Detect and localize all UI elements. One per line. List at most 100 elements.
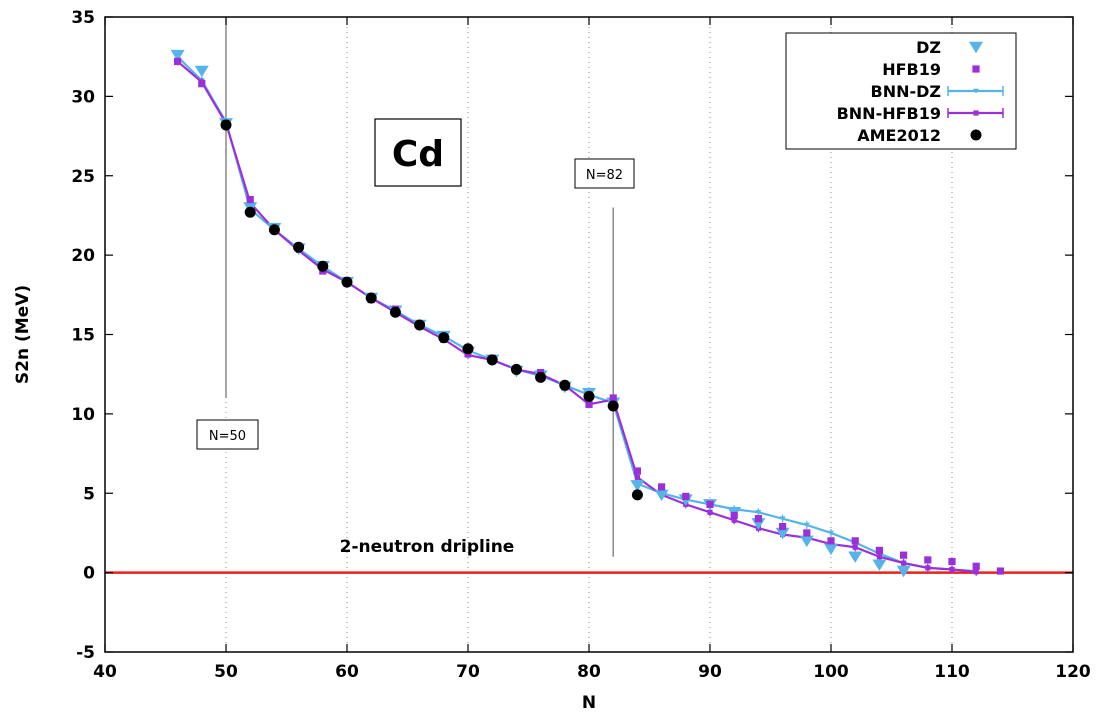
data-point xyxy=(803,522,810,528)
data-point xyxy=(654,489,669,502)
data-point xyxy=(803,529,811,537)
n82-label: N=82 xyxy=(586,168,623,183)
data-point xyxy=(682,492,690,501)
y-tick-label: 30 xyxy=(71,87,95,107)
data-point xyxy=(633,467,641,475)
legend-marker xyxy=(973,88,979,94)
data-point xyxy=(775,527,790,540)
x-tick-label: 120 xyxy=(1055,662,1091,682)
series-ame2012 xyxy=(220,119,643,501)
data-point xyxy=(875,546,883,554)
legend-label: AME2012 xyxy=(857,126,941,145)
data-point xyxy=(268,224,280,236)
data-point xyxy=(972,562,980,570)
n50-label: N=50 xyxy=(209,429,246,444)
data-point xyxy=(848,551,863,564)
data-point xyxy=(631,489,643,501)
data-point xyxy=(658,483,666,491)
data-point xyxy=(824,543,838,556)
data-point xyxy=(170,49,185,62)
y-tick-label: 5 xyxy=(83,484,95,504)
data-point xyxy=(973,569,979,575)
x-tick-label: 110 xyxy=(934,662,970,682)
legend-label: BNN-DZ xyxy=(871,82,942,101)
series-layer xyxy=(170,49,1004,578)
data-point xyxy=(535,371,547,383)
y-tick-label: 25 xyxy=(71,167,95,187)
data-point xyxy=(948,557,956,566)
data-point xyxy=(779,522,787,531)
data-point xyxy=(198,80,206,88)
data-point xyxy=(876,554,882,560)
data-point xyxy=(174,57,182,66)
data-point xyxy=(246,195,254,204)
legend-marker xyxy=(970,129,982,141)
y-axis-ticks: -5 0 5 10 15 20 25 30 35 xyxy=(71,8,1073,663)
data-point xyxy=(194,65,209,78)
data-point xyxy=(607,400,619,412)
legend-marker xyxy=(969,41,983,54)
reference-lines xyxy=(105,17,1073,574)
y-tick-label: -5 xyxy=(76,643,95,663)
x-tick-label: 60 xyxy=(335,662,359,682)
n82-label-box: N=82 xyxy=(574,158,635,189)
legend-marker xyxy=(972,65,980,73)
data-point xyxy=(365,292,377,304)
legend-label: BNN-HFB19 xyxy=(837,104,941,123)
data-point xyxy=(872,559,887,571)
data-point xyxy=(755,510,762,515)
data-point xyxy=(799,535,814,548)
data-point xyxy=(609,394,617,402)
data-point xyxy=(731,517,737,523)
y-axis-label: S2n (MeV) xyxy=(13,285,33,384)
data-point xyxy=(559,379,571,391)
data-point xyxy=(730,511,738,520)
data-point xyxy=(900,551,908,559)
data-point xyxy=(827,537,835,545)
data-point xyxy=(341,276,353,288)
data-point xyxy=(220,119,232,131)
data-point xyxy=(851,537,859,545)
data-point xyxy=(896,565,911,578)
data-point xyxy=(462,343,474,355)
data-point xyxy=(244,206,256,218)
data-point xyxy=(949,566,955,573)
data-point xyxy=(630,480,645,492)
x-tick-label: 70 xyxy=(456,662,480,682)
data-point xyxy=(486,354,498,366)
dripline-label: 2-neutron dripline xyxy=(340,537,515,557)
x-tick-label: 50 xyxy=(214,662,238,682)
data-point xyxy=(438,332,450,344)
data-point xyxy=(754,515,762,523)
data-point xyxy=(293,241,305,253)
legend: DZ HFB19 BNN-DZ BNN-HFB19 AME2012 xyxy=(785,32,1017,150)
data-point xyxy=(389,306,401,318)
data-point xyxy=(414,319,426,331)
y-tick-label: 15 xyxy=(71,326,95,346)
data-point xyxy=(924,556,932,564)
data-point xyxy=(317,260,329,272)
n50-label-box: N=50 xyxy=(196,419,259,450)
x-axis-ticks: 40 50 60 70 80 90 100 110 120 xyxy=(93,17,1091,682)
data-point xyxy=(634,474,640,480)
data-point xyxy=(707,509,713,515)
data-point xyxy=(510,363,522,375)
series-line xyxy=(176,55,977,573)
y-tick-label: 35 xyxy=(71,8,95,28)
legend-label: DZ xyxy=(916,38,941,57)
data-point xyxy=(585,400,593,408)
y-tick-label: 0 xyxy=(83,564,95,584)
legend-label: HFB19 xyxy=(882,60,941,79)
data-point xyxy=(706,500,714,508)
x-tick-label: 40 xyxy=(93,662,117,682)
series-line xyxy=(176,60,977,573)
data-point xyxy=(583,390,595,402)
data-point xyxy=(925,565,931,571)
data-point xyxy=(852,544,858,550)
element-label-box: Cd xyxy=(374,118,462,187)
x-tick-label: 100 xyxy=(813,662,849,682)
legend-marker xyxy=(973,110,979,116)
x-axis-label: N xyxy=(582,693,596,713)
data-point xyxy=(996,567,1004,575)
